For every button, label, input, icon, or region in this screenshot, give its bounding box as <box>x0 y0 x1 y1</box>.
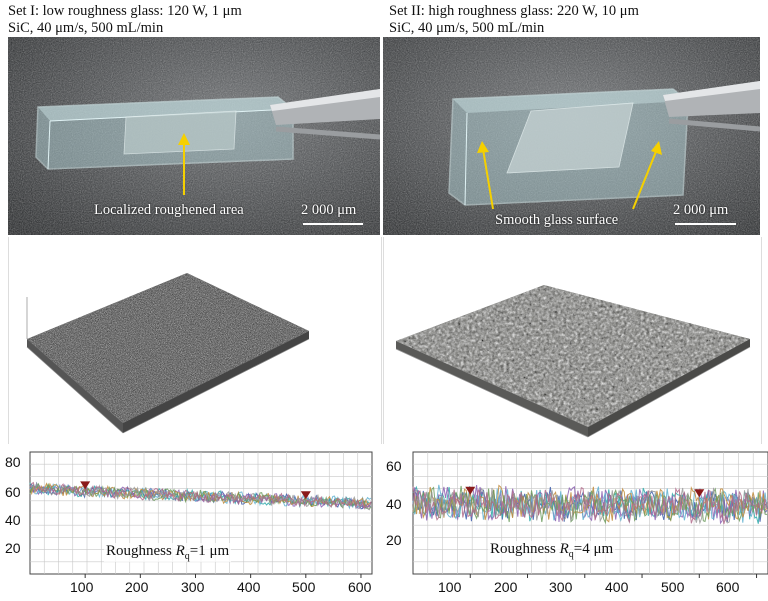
set2-label: Set II: high roughness glass: 220 W, 10 … <box>389 3 639 19</box>
set1-y-tick: 60 <box>5 484 21 500</box>
profile-marker <box>465 486 476 495</box>
set2-profile-chart: Roughness Rq=4 μm 60 40 20 100 200 300 4… <box>383 448 768 601</box>
set1-y-tick: 40 <box>5 512 21 528</box>
set1-label: Set I: low roughness glass: 120 W, 1 μm <box>8 3 242 19</box>
set2-x-tick: 500 <box>661 579 685 595</box>
profile-marker <box>300 491 311 500</box>
set2-roughness-value: =4 μm <box>573 541 614 557</box>
set2-photo-graphic <box>383 37 760 235</box>
set2-x-tick: 200 <box>494 579 518 595</box>
set1-photo: Localized roughened area 2 000 μm <box>8 37 380 235</box>
set2-x-tick: 100 <box>438 579 462 595</box>
set1-conditions: SiC, 40 μm/s, 500 mL/min <box>8 20 164 36</box>
set2-roughness-prefix: Roughness <box>490 541 560 557</box>
set2-x-tick: 400 <box>605 579 629 595</box>
set1-y-tick: 20 <box>5 540 21 556</box>
set2-surface-graphic <box>395 285 751 438</box>
set2-roughness-sub: q <box>568 549 574 560</box>
set1-roughness-prefix: Roughness <box>106 543 176 559</box>
set1-surface-graphic <box>26 273 310 434</box>
set1-x-tick: 300 <box>181 579 205 595</box>
set1-x-tick: 400 <box>237 579 261 595</box>
set2-surface-3d <box>383 237 762 444</box>
set1-roughness-symbol: R <box>175 543 185 559</box>
profile-series-line <box>412 486 768 525</box>
set2-photo: Smooth glass surface 2 000 μm <box>383 37 760 235</box>
set2-roughness-symbol: R <box>559 541 569 557</box>
profile-marker <box>80 481 91 490</box>
set1-x-tick: 200 <box>125 579 149 595</box>
set1-roughness-sub: q <box>184 551 190 562</box>
set2-annotation: Smooth glass surface <box>495 212 619 228</box>
set1-roughness-label: Roughness Rq=1 μm <box>104 543 232 562</box>
set2-y-tick: 20 <box>386 532 402 548</box>
set1-x-tick: 600 <box>348 579 372 595</box>
set2-conditions: SiC, 40 μm/s, 500 mL/min <box>389 20 545 36</box>
set1-y-tick: 80 <box>5 454 21 470</box>
set1-annotation: Localized roughened area <box>94 202 244 218</box>
set2-x-tick: 600 <box>716 579 740 595</box>
set1-profile-svg <box>29 451 373 578</box>
set1-x-tick: 100 <box>70 579 94 595</box>
set2-y-tick: 60 <box>386 458 402 474</box>
set2-roughness-label: Roughness Rq=4 μm <box>488 541 616 560</box>
set2-x-tick: 300 <box>549 579 573 595</box>
set1-profile-chart: Roughness Rq=1 μm 80 60 40 20 100 200 30… <box>0 448 383 601</box>
set1-x-tick: 500 <box>292 579 316 595</box>
profile-marker <box>694 489 705 498</box>
set1-photo-graphic <box>8 37 380 235</box>
set1-scale-bar-label: 2 000 μm <box>301 202 357 218</box>
set2-scale-bar-label: 2 000 μm <box>673 202 729 218</box>
set2-y-tick: 40 <box>386 496 402 512</box>
set1-surface-3d <box>8 237 382 444</box>
set1-roughness-value: =1 μm <box>189 543 230 559</box>
profile-series-line <box>29 481 372 510</box>
